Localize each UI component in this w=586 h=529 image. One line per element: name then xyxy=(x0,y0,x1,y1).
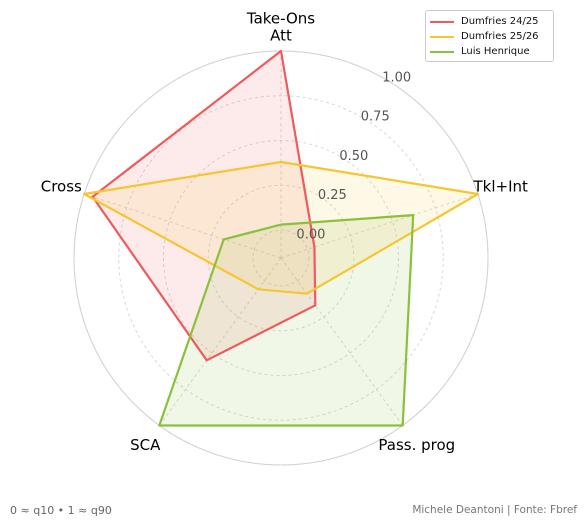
tick-label-3: 0.75 xyxy=(361,110,390,125)
axis-label-1: Tkl+Int xyxy=(472,178,528,196)
legend-label-0: Dumfries 24/25 xyxy=(461,16,539,27)
legend: Dumfries 24/25 Dumfries 25/26 Luis Henri… xyxy=(425,10,554,62)
spoke-4 xyxy=(83,193,282,259)
series-area-1 xyxy=(84,162,478,294)
legend-label-1: Dumfries 25/26 xyxy=(461,31,539,42)
series-line-0 xyxy=(91,49,317,362)
scale-note: 0 ≈ q10 • 1 ≈ q90 xyxy=(10,504,112,517)
axis-label-0-line-1: Att xyxy=(270,27,292,45)
spoke-2 xyxy=(280,257,404,426)
axis-label-2-line-0: Pass. prog xyxy=(378,436,455,454)
legend-swatch-2 xyxy=(430,50,454,53)
legend-label-2: Luis Henrique xyxy=(461,46,530,57)
legend-item-0: Dumfries 24/25 xyxy=(430,14,549,29)
series-line-1 xyxy=(82,160,479,295)
legend-item-2: Luis Henrique xyxy=(430,44,549,59)
axis-label-3: SCA xyxy=(130,436,161,454)
credit-text: Michele Deantoni | Fonte: Fbref xyxy=(412,504,577,516)
axis-label-4: Cross xyxy=(41,178,82,196)
axis-label-0-line-0: Take-Ons xyxy=(246,10,315,28)
legend-swatch-1 xyxy=(430,35,454,38)
grid-circle-2 xyxy=(163,140,399,376)
tick-label-1: 0.25 xyxy=(318,188,347,203)
grid-circle-0 xyxy=(252,229,310,287)
tick-label-4: 1.00 xyxy=(382,70,411,85)
tick-label-2: 0.50 xyxy=(339,149,368,164)
axis-label-4-line-0: Cross xyxy=(41,178,82,196)
tick-label-0: 0.00 xyxy=(296,227,325,242)
spoke-1 xyxy=(280,193,479,259)
axis-label-0: Take-Ons Att xyxy=(246,10,315,45)
legend-swatch-0 xyxy=(430,20,454,23)
axis-label-1-line-0: Tkl+Int xyxy=(472,178,528,196)
series-line-2 xyxy=(158,214,415,427)
grid-circle-4 xyxy=(73,50,489,466)
axis-label-3-line-0: SCA xyxy=(130,436,161,454)
axis-label-2: Pass. prog xyxy=(378,436,455,454)
spoke-3 xyxy=(158,257,282,426)
series-area-0 xyxy=(92,51,316,361)
legend-item-1: Dumfries 25/26 xyxy=(430,29,549,44)
